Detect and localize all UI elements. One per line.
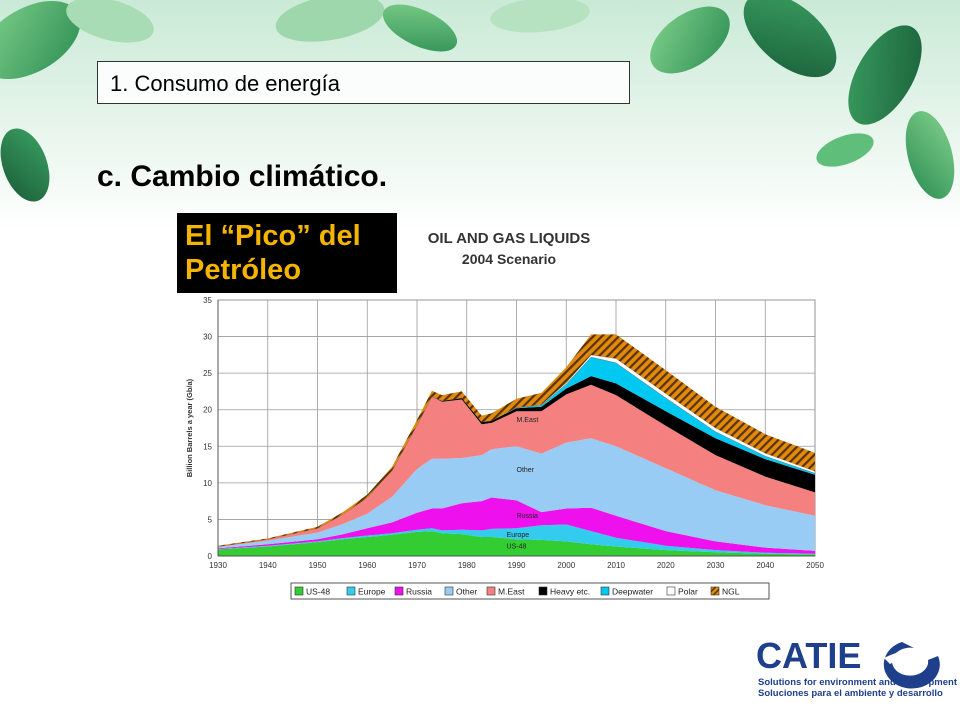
x-tick-label: 1950 xyxy=(309,561,327,570)
pico-heading-box: El “Pico” del Petróleo xyxy=(177,213,397,293)
annotation-label: Russia xyxy=(517,513,539,520)
legend-swatch xyxy=(444,586,454,596)
area-m-east xyxy=(218,384,815,547)
y-tick-label: 30 xyxy=(203,333,212,342)
section-label-box: 1. Consumo de energía xyxy=(97,61,630,104)
x-tick-label: 1990 xyxy=(508,561,526,570)
legend-label: US-48 xyxy=(306,587,330,597)
chart-annotations: M.East Other Russia Europe US-48 xyxy=(507,417,539,551)
annotation-label: US-48 xyxy=(507,544,527,551)
x-tick-label: 1940 xyxy=(259,561,277,570)
annotation-label: Europe xyxy=(507,532,530,539)
y-tick-label: 20 xyxy=(203,406,212,415)
area-other xyxy=(218,438,815,551)
y-axis-label: Billion Barrels a year (Gb/a) xyxy=(185,378,194,477)
legend-box xyxy=(290,582,770,600)
y-tick-label: 10 xyxy=(203,479,212,488)
x-tick-label: 2000 xyxy=(557,561,575,570)
x-tick-label: 1930 xyxy=(209,561,227,570)
chart-title: OIL AND GAS LIQUIDS xyxy=(427,230,591,247)
oil-liquids-chart: 1930 1940 1950 1960 1970 1980 1990 2000 2010 2020… xyxy=(185,296,824,600)
pico-heading-line2: Petróleo xyxy=(185,254,302,286)
legend-label: Europe xyxy=(358,587,386,597)
legend-swatch xyxy=(600,586,610,596)
x-tick-label: 1980 xyxy=(458,561,476,570)
area-us-48 xyxy=(218,531,815,556)
x-tick-label: 2020 xyxy=(657,561,675,570)
area-europe xyxy=(218,524,815,555)
stacked-areas xyxy=(217,334,816,556)
x-tick-label: 1970 xyxy=(408,561,426,570)
legend-label: Other xyxy=(456,587,477,597)
y-tick-label: 0 xyxy=(208,552,213,561)
legend-swatch xyxy=(666,586,676,596)
y-tick-label: 25 xyxy=(203,369,212,378)
catie-logo-text: CATIE xyxy=(756,635,861,676)
chart-title-block: OIL AND GAS LIQUIDS 2004 Scenario xyxy=(398,229,620,269)
legend-label: M.East xyxy=(498,587,525,597)
x-tick-label: 1960 xyxy=(358,561,376,570)
chart-subtitle: 2004 Scenario xyxy=(461,251,557,267)
area-ngl xyxy=(218,334,815,547)
legend-label: Heavy etc. xyxy=(550,587,590,597)
area-heavy-etc xyxy=(218,376,815,547)
x-tick-label: 2030 xyxy=(707,561,725,570)
legend-label: Polar xyxy=(678,587,698,597)
annotation-label: M.East xyxy=(517,417,539,424)
area-polar xyxy=(217,354,816,547)
area-deepwater xyxy=(218,357,815,547)
area-russia xyxy=(218,497,815,554)
y-tick-label: 15 xyxy=(203,442,212,451)
slide-subtitle: c. Cambio climático. xyxy=(97,160,388,193)
legend-label: Russia xyxy=(406,587,432,597)
y-tick-label: 5 xyxy=(208,515,213,524)
x-tick-label: 2050 xyxy=(806,561,824,570)
legend-swatch xyxy=(538,586,548,596)
catie-logo: CATIE xyxy=(756,635,940,689)
annotation-label: Other xyxy=(517,467,535,474)
legend-swatch xyxy=(294,586,304,596)
catie-swoosh-icon xyxy=(883,642,940,689)
legend-swatch xyxy=(710,586,720,596)
y-tick-label: 35 xyxy=(203,296,212,305)
catie-tagline-en: Solutions for environment and developmen… xyxy=(758,677,957,688)
pico-heading-line1: El “Pico” del xyxy=(185,220,361,252)
chart-axes: 1930 1940 1950 1960 1970 1980 1990 2000 2010 2020… xyxy=(185,296,824,570)
catie-tagline-es: Soluciones para el ambiente y desarrollo xyxy=(758,688,943,699)
legend-swatch xyxy=(346,586,356,596)
x-tick-label: 2040 xyxy=(756,561,774,570)
legend-label: Deepwater xyxy=(612,587,653,597)
section-label: 1. Consumo de energía xyxy=(110,71,340,96)
legend-swatch xyxy=(394,586,404,596)
chart-legend: US-48 Europe Russia Other M.East Heavy etc. De… xyxy=(290,582,770,600)
leaf-background-image xyxy=(0,0,960,230)
x-tick-label: 2010 xyxy=(607,561,625,570)
legend-swatch xyxy=(486,586,496,596)
legend-label: NGL xyxy=(722,587,740,597)
